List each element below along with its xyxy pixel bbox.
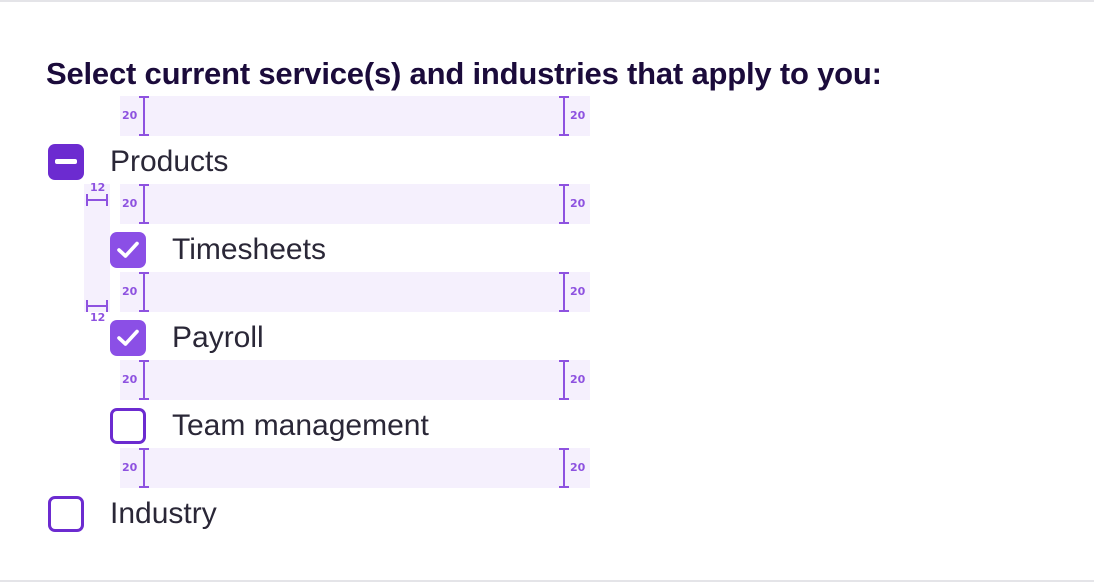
checkbox-label-industry: Industry bbox=[110, 497, 217, 530]
empty-checkbox-icon[interactable] bbox=[48, 496, 84, 532]
spacing-bracket-icon bbox=[138, 96, 150, 136]
spacing-annotation-band: 20 20 bbox=[120, 96, 590, 136]
spacing-value-label: 20 bbox=[122, 197, 138, 210]
empty-checkbox-icon[interactable] bbox=[110, 408, 146, 444]
indent-value-label: 12 bbox=[90, 311, 106, 324]
spacing-annotation-band: 20 20 bbox=[120, 272, 590, 312]
spacing-value-label: 20 bbox=[122, 285, 138, 298]
spacing-bracket-icon bbox=[558, 96, 570, 136]
indent-value-label: 12 bbox=[90, 181, 106, 194]
spacing-bracket-icon bbox=[558, 184, 570, 224]
indent-annotation-band bbox=[84, 184, 110, 312]
spacing-bracket-icon bbox=[558, 448, 570, 488]
spacing-value-label: 20 bbox=[570, 461, 586, 474]
spacing-bracket-icon bbox=[558, 272, 570, 312]
spacing-bracket-icon bbox=[138, 184, 150, 224]
spacing-bracket-icon bbox=[138, 272, 150, 312]
check-icon[interactable] bbox=[110, 232, 146, 268]
checkbox-industry[interactable]: Industry bbox=[48, 494, 217, 534]
spacing-annotation-band: 20 20 bbox=[120, 184, 590, 224]
check-icon[interactable] bbox=[110, 320, 146, 356]
spacing-annotation-band: 20 20 bbox=[120, 448, 590, 488]
minus-icon[interactable] bbox=[48, 144, 84, 180]
checkbox-label-team-management: Team management bbox=[172, 409, 429, 442]
spacing-value-label: 20 bbox=[122, 373, 138, 386]
indent-bracket-icon bbox=[86, 194, 108, 206]
spacing-value-label: 20 bbox=[122, 461, 138, 474]
checkbox-label-timesheets: Timesheets bbox=[172, 233, 326, 266]
spacing-value-label: 20 bbox=[570, 197, 586, 210]
spacing-value-label: 20 bbox=[570, 373, 586, 386]
checkbox-label-products: Products bbox=[110, 145, 229, 178]
page-title: Select current service(s) and industries… bbox=[46, 56, 882, 91]
spacing-value-label: 20 bbox=[122, 109, 138, 122]
top-divider bbox=[0, 0, 1094, 2]
spacing-annotation-band: 20 20 bbox=[120, 360, 590, 400]
spacing-bracket-icon bbox=[558, 360, 570, 400]
indent-bracket-icon bbox=[86, 300, 108, 312]
checkbox-products[interactable]: Products bbox=[48, 142, 228, 182]
spacing-bracket-icon bbox=[138, 448, 150, 488]
checkbox-timesheets[interactable]: Timesheets bbox=[110, 230, 326, 270]
bottom-divider bbox=[0, 580, 1094, 582]
spacing-value-label: 20 bbox=[570, 285, 586, 298]
spacing-bracket-icon bbox=[138, 360, 150, 400]
spacing-value-label: 20 bbox=[570, 109, 586, 122]
checkbox-payroll[interactable]: Payroll bbox=[110, 318, 264, 358]
checkbox-label-payroll: Payroll bbox=[172, 321, 264, 354]
checkbox-team-management[interactable]: Team management bbox=[110, 406, 429, 446]
